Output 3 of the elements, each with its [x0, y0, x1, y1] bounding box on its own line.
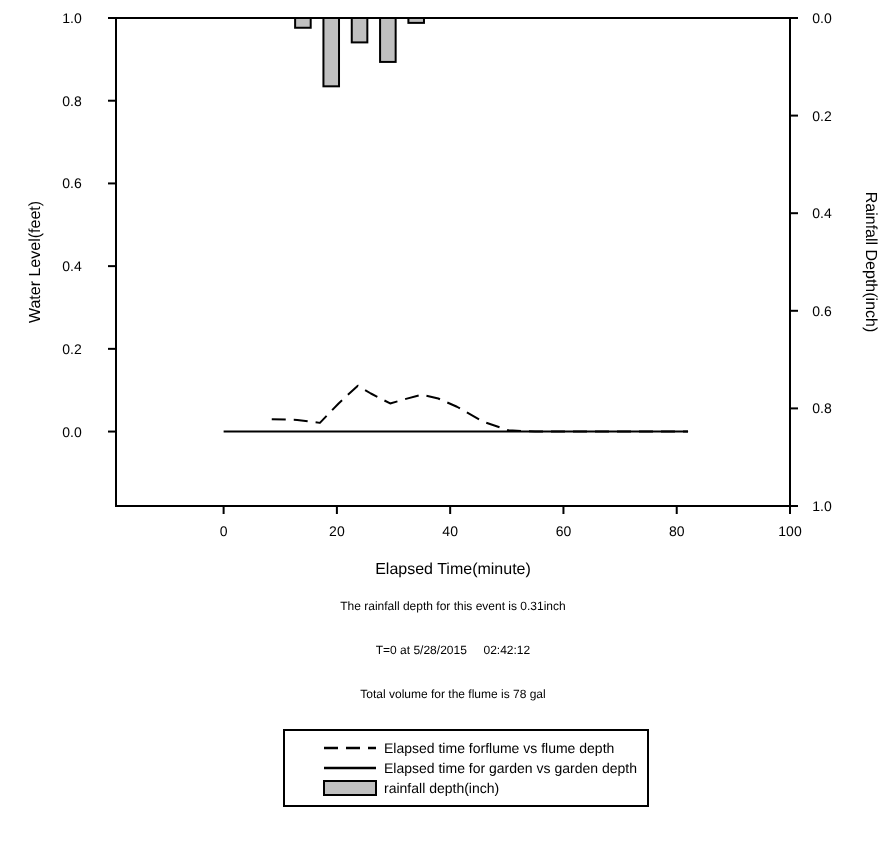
y2-axis-title: Rainfall Depth(inch)	[862, 191, 880, 333]
x-axis-title: Elapsed Time(minute)	[375, 560, 532, 578]
y-axis-title: Water Level(feet)	[26, 200, 44, 324]
